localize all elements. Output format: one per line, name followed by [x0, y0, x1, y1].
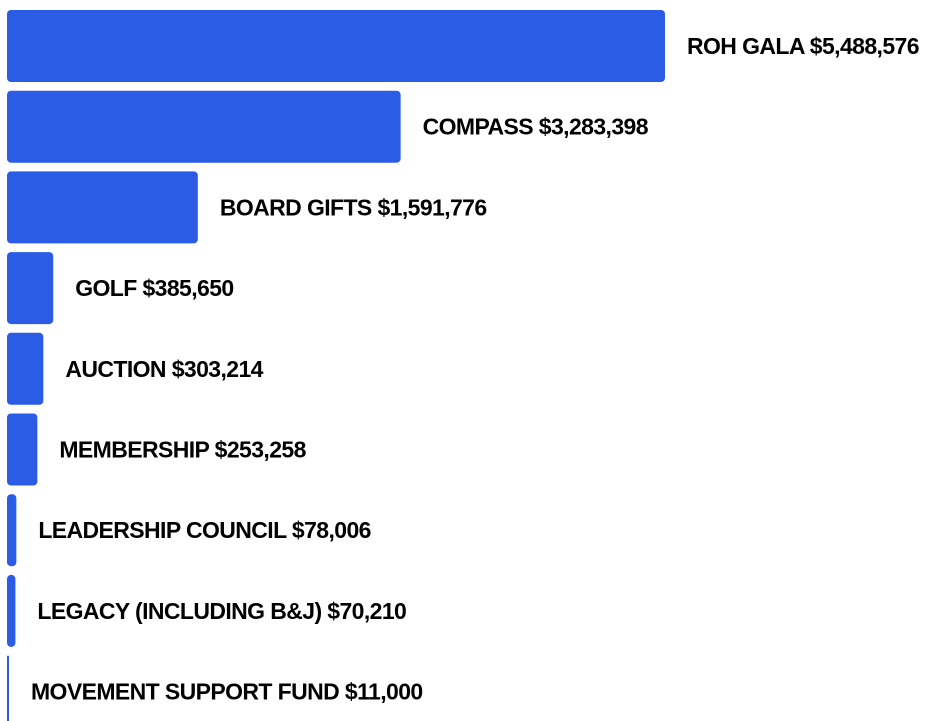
labels-group: ROH GALA $5,488,576 COMPASS $3,283,398 BOA…	[31, 33, 920, 705]
bar-label-4: GOLF $385,650	[75, 275, 233, 301]
bar-label-5: AUCTION $303,214	[65, 356, 263, 382]
bar-label-6: MEMBERSHIP $253,258	[59, 437, 306, 463]
bar-label-7: LEADERSHIP COUNCIL $78,006	[38, 517, 371, 543]
bar-label-2: COMPASS $3,283,398	[423, 114, 649, 140]
bars-group	[7, 10, 665, 721]
bar-label-3: BOARD GIFTS $1,591,776	[220, 194, 487, 220]
bar-6	[7, 413, 38, 486]
bar-5	[7, 332, 44, 405]
bar-7	[7, 494, 17, 567]
bar-2	[7, 90, 401, 163]
bar-label-8: LEGACY (INCLUDING B&J) $70,210	[37, 598, 406, 624]
bar-3	[7, 171, 198, 244]
bar-8	[7, 574, 16, 647]
bar-4	[7, 252, 54, 325]
bar-label-1: ROH GALA $5,488,576	[687, 33, 919, 59]
bar-9	[7, 655, 9, 721]
bar-label-9: MOVEMENT SUPPORT FUND $11,000	[31, 679, 423, 705]
bar-1	[7, 10, 665, 82]
